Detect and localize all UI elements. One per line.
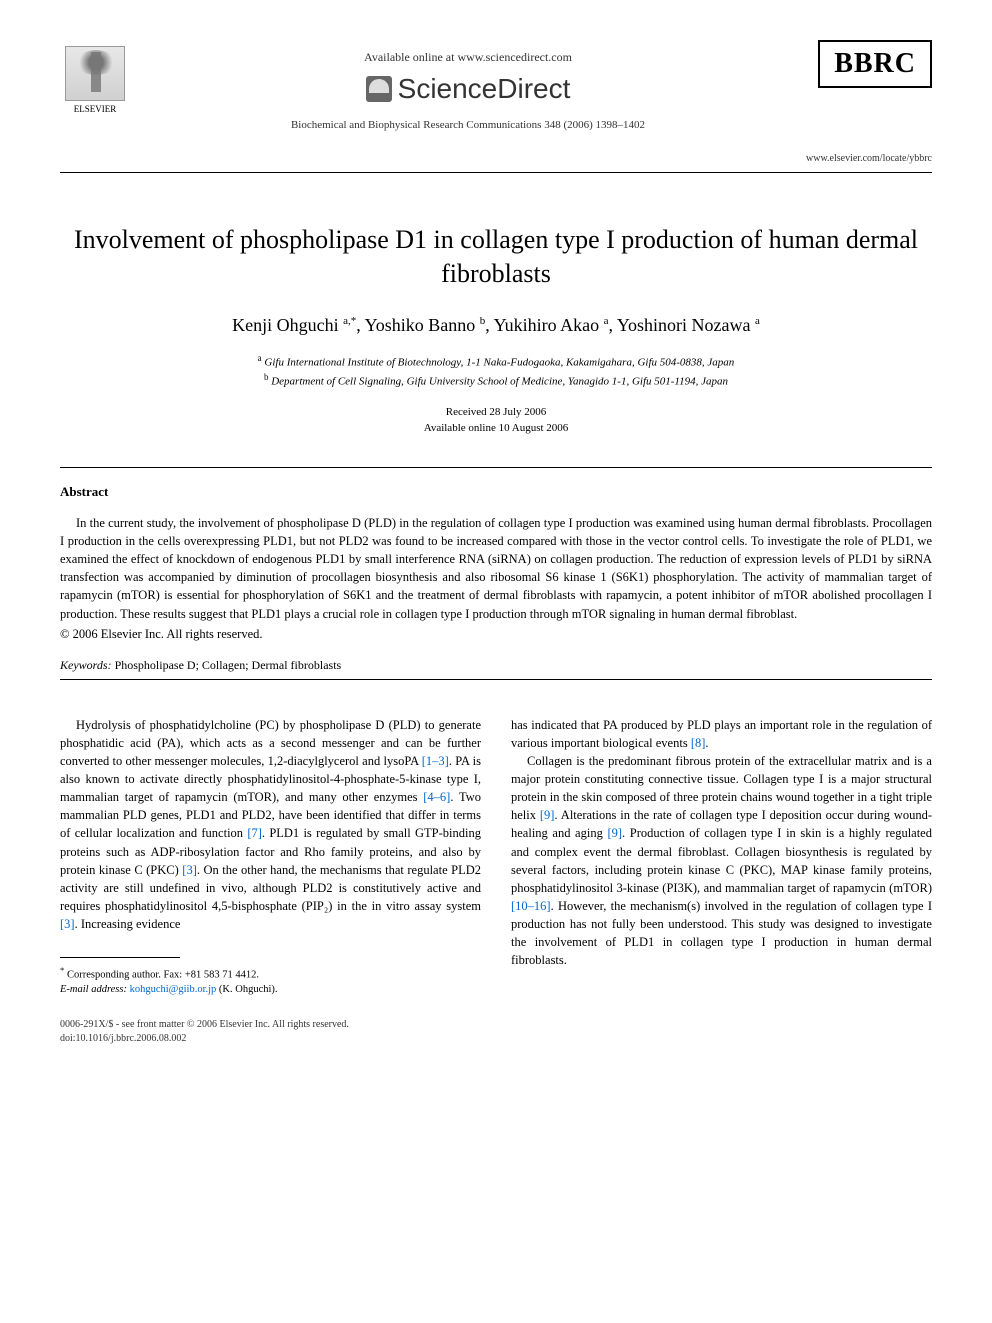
bbrc-block: BBRC www.elsevier.com/locate/ybbrc xyxy=(806,40,932,164)
bbrc-url: www.elsevier.com/locate/ybbrc xyxy=(806,153,932,164)
affiliation-b: b Department of Cell Signaling, Gifu Uni… xyxy=(60,371,932,390)
body-columns: Hydrolysis of phosphatidylcholine (PC) b… xyxy=(60,716,932,998)
keywords-line: Keywords: Phospholipase D; Collagen; Der… xyxy=(60,658,932,673)
email-line: E-mail address: kohguchi@giib.or.jp (K. … xyxy=(60,983,481,998)
citation-link[interactable]: [10–16] xyxy=(511,899,551,913)
email-author-name: (K. Ohguchi). xyxy=(219,984,278,995)
abstract-copyright: © 2006 Elsevier Inc. All rights reserved… xyxy=(60,627,932,642)
citation-link[interactable]: [3] xyxy=(60,917,75,931)
column-right: has indicated that PA produced by PLD pl… xyxy=(511,716,932,998)
citation-link[interactable]: [9] xyxy=(540,808,555,822)
page-footer: 0006-291X/$ - see front matter © 2006 El… xyxy=(60,1018,932,1046)
footnote-divider xyxy=(60,957,180,958)
citation-link[interactable]: [4–6] xyxy=(423,790,450,804)
elsevier-logo: ELSEVIER xyxy=(60,40,130,120)
article-dates: Received 28 July 2006 Available online 1… xyxy=(60,404,932,437)
keywords-label: Keywords: xyxy=(60,658,112,672)
header-divider xyxy=(60,172,932,173)
citation-link[interactable]: [9] xyxy=(607,826,622,840)
sciencedirect-icon xyxy=(366,76,392,102)
authors-line: Kenji Ohguchi a,*, Yoshiko Banno b, Yuki… xyxy=(60,315,932,336)
center-header: Available online at www.sciencedirect.co… xyxy=(130,40,806,131)
body-para-1-cont: has indicated that PA produced by PLD pl… xyxy=(511,716,932,752)
abstract-text: In the current study, the involvement of… xyxy=(60,514,932,623)
article-title: Involvement of phospholipase D1 in colla… xyxy=(60,223,932,291)
journal-reference: Biochemical and Biophysical Research Com… xyxy=(130,119,806,131)
citation-link[interactable]: [8] xyxy=(691,736,706,750)
available-online-text: Available online at www.sciencedirect.co… xyxy=(130,50,806,65)
corresponding-author: * Corresponding author. Fax: +81 583 71 … xyxy=(60,964,481,983)
keywords-divider xyxy=(60,679,932,680)
email-label: E-mail address: xyxy=(60,984,127,995)
keywords-text: Phospholipase D; Collagen; Dermal fibrob… xyxy=(115,658,342,672)
page-header: ELSEVIER Available online at www.science… xyxy=(60,40,932,164)
abstract-top-divider xyxy=(60,467,932,468)
column-left: Hydrolysis of phosphatidylcholine (PC) b… xyxy=(60,716,481,998)
sciencedirect-brand: ScienceDirect xyxy=(366,73,571,105)
received-date: Received 28 July 2006 xyxy=(60,404,932,421)
elsevier-tree-icon xyxy=(65,46,125,101)
citation-link[interactable]: [3] xyxy=(182,863,197,877)
available-date: Available online 10 August 2006 xyxy=(60,420,932,437)
footnotes: * Corresponding author. Fax: +81 583 71 … xyxy=(60,964,481,998)
email-link[interactable]: kohguchi@giib.or.jp xyxy=(130,984,217,995)
citation-link[interactable]: [1–3] xyxy=(422,754,449,768)
footer-doi: doi:10.1016/j.bbrc.2006.08.002 xyxy=(60,1032,932,1046)
footer-copyright: 0006-291X/$ - see front matter © 2006 El… xyxy=(60,1018,932,1032)
sciencedirect-text: ScienceDirect xyxy=(398,73,571,105)
affiliation-a: a Gifu International Institute of Biotec… xyxy=(60,352,932,371)
abstract-heading: Abstract xyxy=(60,484,932,500)
bbrc-logo: BBRC xyxy=(818,40,932,88)
body-para-1: Hydrolysis of phosphatidylcholine (PC) b… xyxy=(60,716,481,934)
affiliations: a Gifu International Institute of Biotec… xyxy=(60,352,932,390)
body-para-2: Collagen is the predominant fibrous prot… xyxy=(511,752,932,970)
citation-link[interactable]: [7] xyxy=(247,826,262,840)
elsevier-label: ELSEVIER xyxy=(74,104,117,114)
